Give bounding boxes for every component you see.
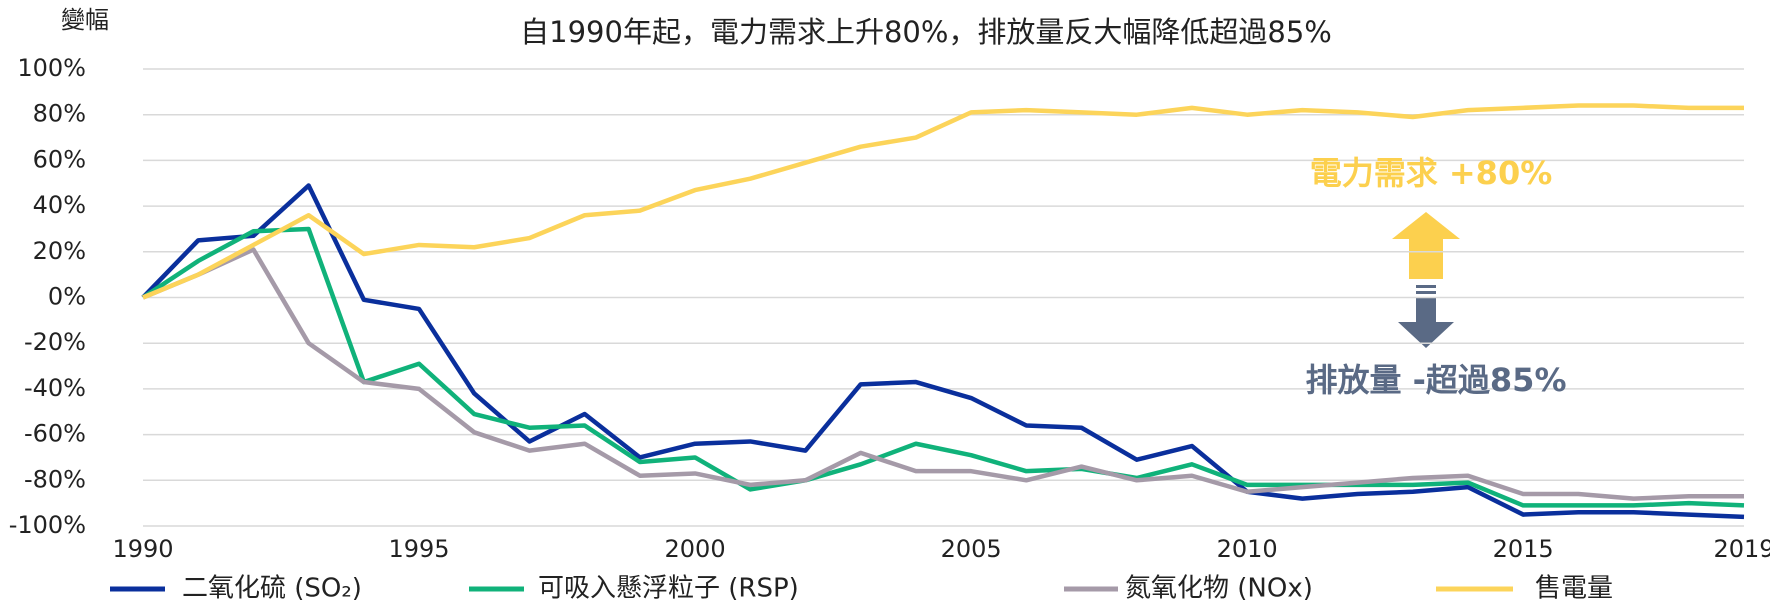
x-tick-label: 2010 — [1217, 535, 1278, 563]
annotation: 排放量 -超過85% — [1305, 361, 1566, 399]
series-line — [142, 103, 1744, 300]
legend-label: 氮氧化物 (NOx) — [1125, 574, 1313, 604]
y-tick-label: 60% — [33, 145, 86, 173]
up-arrow — [1392, 212, 1460, 279]
chart-title: 自1990年起，電力需求上升80%，排放量反大幅降低超過85% — [520, 15, 1332, 49]
y-tick-label: -100% — [9, 511, 86, 539]
x-tick-label: 2019 — [1713, 535, 1770, 563]
y-tick-label: 40% — [33, 191, 86, 219]
y-tick-label: -80% — [24, 465, 86, 493]
legend-label: 售電量 — [1535, 574, 1613, 604]
annotation: 電力需求 +80% — [1310, 154, 1553, 192]
y-axis-label: 變幅 — [61, 6, 109, 34]
y-tick-label: -20% — [24, 328, 86, 356]
x-tick-label: 2000 — [665, 535, 726, 563]
legend-label: 可吸入懸浮粒子 (RSP) — [538, 574, 799, 604]
y-tick-label: -40% — [24, 374, 86, 402]
y-tick-label: -60% — [24, 420, 86, 448]
series-line — [141, 183, 1745, 520]
y-tick-label: 80% — [33, 100, 86, 128]
x-tick-label: 2005 — [941, 535, 1002, 563]
x-tick-label: 1995 — [388, 535, 449, 563]
series-line — [142, 247, 1744, 501]
x-tick-label: 1990 — [112, 535, 173, 563]
legend-label: 二氧化硫 (SO₂) — [182, 574, 362, 604]
down-arrow-stripe — [1416, 291, 1436, 294]
series-line — [141, 226, 1745, 508]
x-tick-label: 2015 — [1493, 535, 1554, 563]
y-tick-label: 20% — [33, 237, 86, 265]
down-arrow-stripe — [1416, 285, 1436, 288]
down-arrow — [1398, 297, 1454, 348]
y-tick-label: 0% — [48, 283, 86, 311]
y-tick-label: 100% — [17, 54, 86, 82]
